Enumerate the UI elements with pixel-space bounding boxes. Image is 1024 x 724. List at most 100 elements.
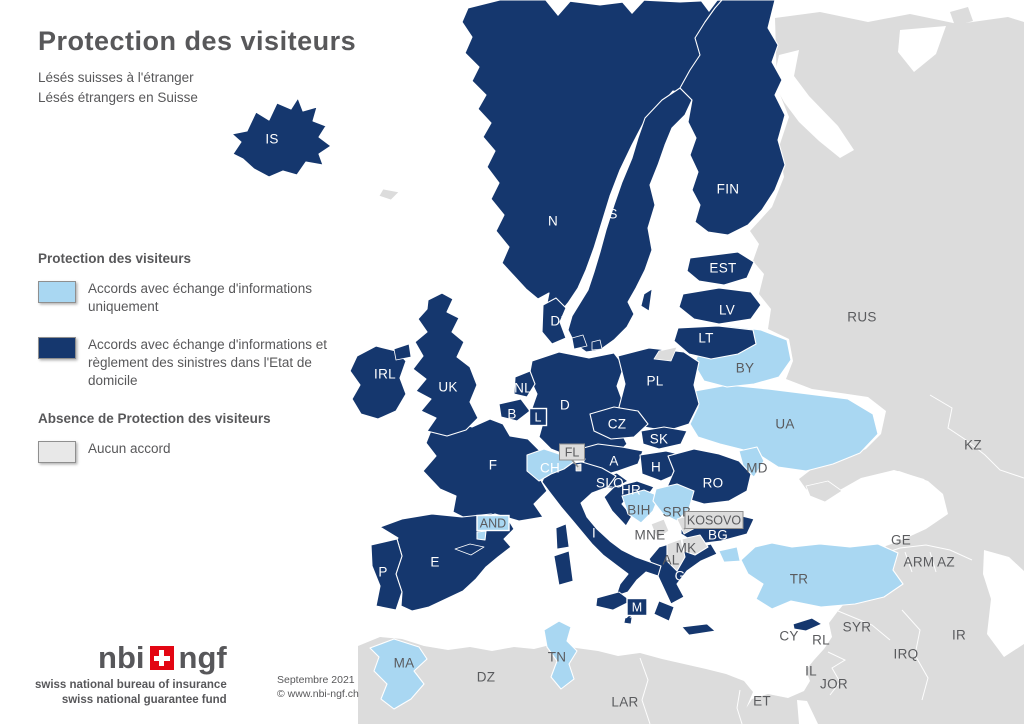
region-coast-notch-3	[700, 0, 718, 12]
nbi-ngf-logo: nbi ngf swiss national bureau of insuran…	[35, 640, 227, 708]
label-AL: AL	[662, 553, 679, 568]
label-TN: TN	[548, 650, 567, 665]
box-KOSOVO	[684, 511, 744, 529]
country-DK	[541, 297, 567, 345]
country-SRB	[652, 483, 695, 522]
label-MD: MD	[746, 461, 768, 476]
label-P: P	[378, 565, 387, 580]
label-UA: UA	[775, 417, 794, 432]
date-text: Septembre 2021	[277, 674, 355, 686]
region-black-sea	[773, 470, 939, 547]
region-red-sea-inlet	[797, 700, 818, 724]
label-RUS: RUS	[847, 310, 876, 325]
label-SRB: SRB	[663, 505, 692, 520]
country-I	[541, 461, 662, 597]
logo-taglines: swiss national bureau of insurance swiss…	[35, 678, 227, 708]
region-coast-notch-1	[545, 0, 572, 16]
label-F: F	[489, 458, 498, 473]
label-MK: MK	[676, 541, 697, 556]
label-LAR: LAR	[611, 695, 638, 710]
region-white-sea-inlet	[773, 50, 854, 158]
label-IL: IL	[805, 664, 817, 679]
legend-label-info-only: Accords avec échange d'informations uniq…	[88, 281, 312, 314]
box-L	[528, 407, 548, 427]
label-ARM: ARM	[904, 555, 935, 570]
region-peloponnese	[653, 600, 675, 622]
country-UA	[689, 384, 879, 472]
region-sicily-island	[595, 591, 632, 611]
legend-section1-title: Protection des visiteurs	[38, 251, 192, 266]
label-ET: ET	[753, 694, 771, 709]
country-AND	[476, 530, 487, 541]
logo-wordmark: nbi ngf	[35, 640, 227, 676]
country-AL	[666, 538, 686, 572]
country-F	[422, 418, 548, 522]
region-corsica-island	[555, 523, 570, 550]
subtitle: Lésés suisses à l'étranger Lésés étrange…	[38, 68, 198, 108]
country-CY	[792, 617, 823, 632]
box-label-M: M	[632, 600, 642, 614]
region-gotland-island	[640, 288, 653, 312]
gray-border-7	[639, 657, 651, 724]
label-SLO: SLO	[596, 476, 624, 491]
label-CZ: CZ	[608, 417, 627, 432]
legend: Protection des visiteurs Accords avec éc…	[38, 250, 338, 483]
legend-swatch-gray	[38, 441, 76, 463]
label-KZ: KZ	[964, 438, 982, 453]
label-MNE: MNE	[635, 528, 666, 543]
country-S	[567, 87, 693, 353]
subtitle-line-1: Lésés suisses à l'étranger	[38, 70, 194, 85]
region-barents-inlet	[898, 26, 946, 72]
box-label-KOSOVO: KOSOVO	[687, 513, 741, 527]
label-GR: GR	[675, 569, 696, 584]
label-CY: CY	[779, 629, 798, 644]
gray-border-2	[904, 551, 913, 573]
label-PL: PL	[646, 374, 663, 389]
legend-section2-title: Absence de Protection des visiteurs	[38, 411, 271, 426]
label-MA: MA	[394, 656, 415, 671]
gray-border-6	[827, 651, 847, 696]
legend-swatch-dark-blue	[38, 337, 76, 359]
label-RO: RO	[703, 476, 724, 491]
country-NL	[513, 370, 536, 398]
region-crete-island	[681, 623, 716, 636]
region-thrace-turkey	[718, 546, 741, 563]
label-S: S	[608, 207, 617, 222]
swiss-cross-icon	[149, 646, 174, 670]
label-IRL: IRL	[374, 367, 396, 382]
legend-item-no-accord: Aucun accord	[38, 440, 338, 463]
label-SYR: SYR	[843, 620, 872, 635]
label-AZ: AZ	[937, 555, 955, 570]
box-M	[626, 597, 648, 617]
box-AND	[476, 514, 510, 532]
country-PL	[617, 347, 700, 432]
region-caspian-sea	[983, 550, 1024, 657]
label-A: A	[609, 454, 618, 469]
legend-item-info-settlement: Accords avec échange d'informations et r…	[38, 336, 338, 390]
label-SK: SK	[650, 432, 669, 447]
country-MA	[369, 638, 428, 710]
region-sardinia-island	[553, 550, 574, 586]
gray-border-4	[901, 609, 929, 701]
label-N: N	[548, 214, 558, 229]
region-danish-island-1	[571, 334, 588, 350]
date-copyright: Septembre 2021 © www.nbi-ngf.ch	[277, 673, 359, 701]
country-B	[498, 398, 531, 422]
region-faroe-islands	[378, 188, 400, 201]
country-P	[370, 538, 403, 611]
region-arctic-island	[950, 7, 973, 26]
label-TR: TR	[790, 572, 809, 587]
label-IS: IS	[265, 132, 278, 147]
legend-label-no-accord: Aucun accord	[88, 441, 171, 456]
label-IR: IR	[952, 628, 966, 643]
label-NL: NL	[514, 381, 532, 396]
label-I: I	[592, 526, 596, 541]
label-D: D	[560, 398, 570, 413]
country-TN	[543, 620, 578, 690]
country-IS	[231, 97, 332, 178]
label-CH: CH	[540, 461, 560, 476]
label-BG: BG	[708, 528, 728, 543]
country-EST	[686, 251, 755, 286]
